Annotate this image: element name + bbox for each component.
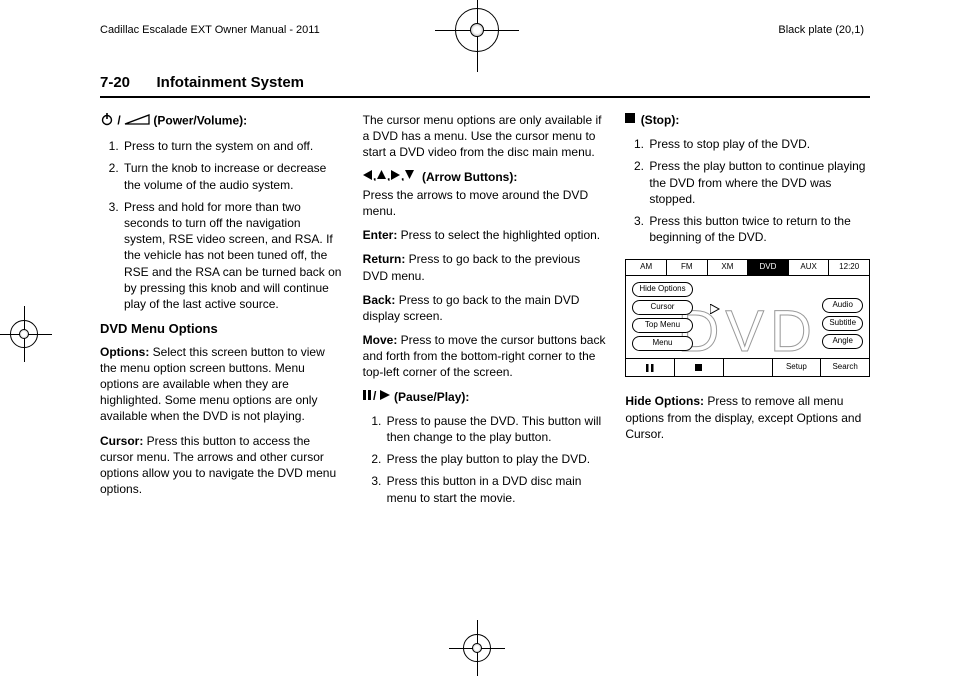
- stop-icon: [625, 113, 640, 127]
- page-content: 7-20 Infotainment System / (Power/Volume…: [100, 74, 870, 514]
- back-text: Press to go back to the main DVD display…: [363, 293, 580, 323]
- page-heading: 7-20 Infotainment System: [100, 74, 870, 98]
- print-header: Cadillac Escalade EXT Owner Manual - 201…: [0, 24, 954, 36]
- svg-text:,: ,: [373, 169, 376, 181]
- page-number: 7-20: [100, 74, 130, 91]
- arrow-buttons-text: Press the arrows to move around the DVD …: [363, 187, 608, 219]
- dvd-option-button: Hide Options: [632, 282, 692, 297]
- list-item: Press to stop play of the DVD.: [647, 136, 870, 152]
- dvd-tab: AUX: [789, 260, 830, 275]
- dvd-option-button: Menu: [632, 336, 692, 351]
- enter-text: Press to select the highlighted option.: [397, 228, 600, 242]
- list-item: Press to pause the DVD. This button will…: [385, 413, 608, 445]
- dvd-menu-heading: DVD Menu Options: [100, 320, 345, 338]
- stop-label: (Stop):: [641, 113, 680, 127]
- dvd-footer-blank: [724, 359, 773, 376]
- cursor-label: Cursor:: [100, 434, 143, 448]
- column-2: The cursor menu options are only availab…: [363, 112, 608, 514]
- dvd-source-tabs: AM FM XM DVD AUX 12:20: [626, 260, 869, 276]
- dvd-footer-pause-icon: [626, 359, 675, 376]
- volume-icon: [124, 113, 150, 129]
- pause-play-label: (Pause/Play):: [394, 390, 469, 404]
- svg-text:,: ,: [387, 169, 390, 181]
- list-item: Press this button twice to return to the…: [647, 213, 870, 245]
- svg-text:/: /: [373, 389, 377, 401]
- power-icon: [100, 112, 114, 130]
- dvd-footer-bar: Setup Search: [626, 358, 869, 376]
- list-item: Press the play button to continue playin…: [647, 158, 870, 207]
- dvd-option-button: Cursor: [632, 300, 692, 315]
- dvd-tab-active: DVD: [748, 260, 789, 275]
- move-label: Move:: [363, 333, 398, 347]
- registration-mark-left: [6, 316, 42, 352]
- registration-mark-bottom: [459, 630, 495, 666]
- dvd-clock: 12:20: [829, 260, 869, 275]
- page-title: Infotainment System: [156, 74, 304, 91]
- list-item: Turn the knob to increase or decrease th…: [122, 160, 345, 192]
- header-right: Black plate (20,1): [778, 24, 864, 36]
- dvd-play-indicator: [710, 304, 720, 318]
- column-1: / (Power/Volume): Press to turn the syst…: [100, 112, 345, 514]
- arrow-buttons-label: (Arrow Buttons):: [422, 170, 517, 184]
- return-label: Return:: [363, 252, 406, 266]
- back-label: Back:: [363, 293, 396, 307]
- svg-text:,: ,: [401, 169, 404, 181]
- arrow-icons: , , ,: [363, 170, 422, 184]
- list-item: Press and hold for more than two seconds…: [122, 199, 345, 312]
- enter-label: Enter:: [363, 228, 398, 242]
- dvd-footer-stop-icon: [675, 359, 724, 376]
- dvd-footer-search: Search: [821, 359, 869, 376]
- power-volume-label: (Power/Volume):: [153, 113, 247, 127]
- header-left: Cadillac Escalade EXT Owner Manual - 201…: [100, 24, 320, 36]
- dvd-option-button: Audio: [822, 298, 863, 313]
- column-3: (Stop): Press to stop play of the DVD. P…: [625, 112, 870, 514]
- power-volume-steps: Press to turn the system on and off. Tur…: [100, 138, 345, 312]
- options-label: Options:: [100, 345, 149, 359]
- list-item: Press the play button to play the DVD.: [385, 451, 608, 467]
- dvd-option-button: Subtitle: [822, 316, 863, 331]
- dvd-footer-setup: Setup: [773, 359, 822, 376]
- dvd-tab: AM: [626, 260, 667, 275]
- pause-play-icon: /: [363, 390, 394, 404]
- hide-options-label: Hide Options:: [625, 394, 704, 408]
- stop-steps: Press to stop play of the DVD. Press the…: [625, 136, 870, 245]
- dvd-tab: FM: [667, 260, 708, 275]
- dvd-tab: XM: [708, 260, 749, 275]
- list-item: Press to turn the system on and off.: [122, 138, 345, 154]
- pause-play-steps: Press to pause the DVD. This button will…: [363, 413, 608, 506]
- dvd-option-button: Top Menu: [632, 318, 692, 333]
- registration-mark-top: [455, 8, 499, 52]
- dvd-display-figure: AM FM XM DVD AUX 12:20 DVD Hide Options …: [625, 259, 870, 377]
- list-item: Press this button in a DVD disc main men…: [385, 473, 608, 505]
- move-text: Press to move the cursor buttons back an…: [363, 333, 606, 379]
- dvd-left-buttons: Hide Options Cursor Top Menu Menu: [632, 282, 692, 350]
- dvd-right-buttons: Audio Subtitle Angle: [822, 298, 863, 348]
- cursor-intro: The cursor menu options are only availab…: [363, 112, 608, 161]
- dvd-option-button: Angle: [822, 334, 863, 349]
